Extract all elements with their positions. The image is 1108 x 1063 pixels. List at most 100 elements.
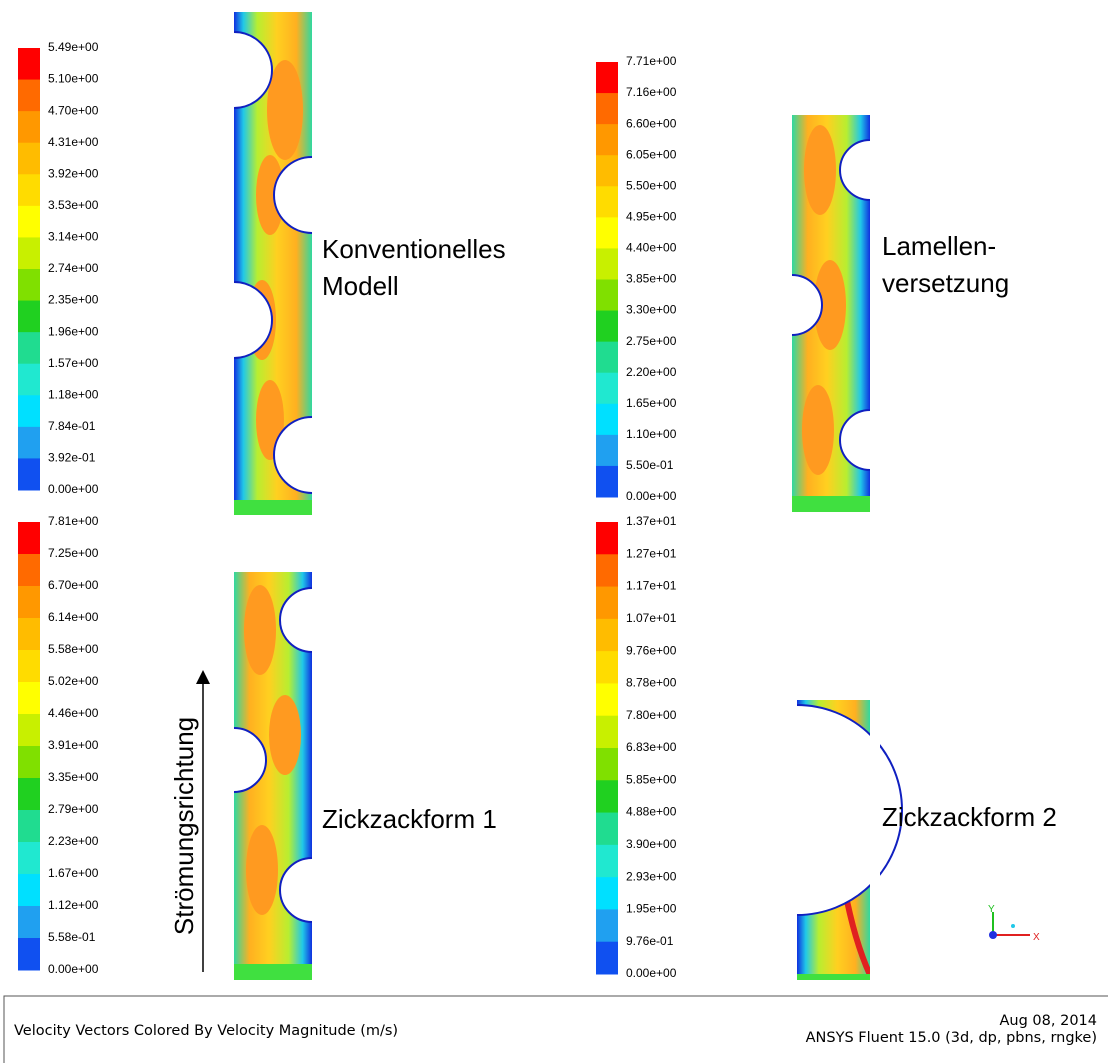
software: ANSYS Fluent 15.0 (3d, dp, pbns, rngke) (806, 1030, 1097, 1046)
legend-swatch (18, 301, 40, 333)
legend-label: 1.65e+00 (626, 396, 677, 410)
legend-label: 1.37e+01 (626, 514, 677, 528)
legend-label: 5.58e-01 (48, 930, 96, 944)
legend-swatch (18, 906, 40, 939)
legend-label: 6.60e+00 (626, 116, 677, 130)
legend-swatch (596, 554, 618, 587)
legend-swatch (18, 237, 40, 269)
legend-label: 2.23e+00 (48, 834, 99, 848)
legend-swatch (18, 111, 40, 143)
legend-swatch (596, 845, 618, 878)
legend-label: 6.05e+00 (626, 147, 677, 161)
panel-label: Konventionelles (322, 234, 506, 264)
legend-swatch (596, 683, 618, 716)
legend-swatch (18, 810, 40, 843)
legend-label: 5.50e-01 (626, 458, 674, 472)
legend-label: 5.10e+00 (48, 72, 99, 86)
legend-label: 0.00e+00 (626, 489, 677, 503)
legend-swatch (596, 813, 618, 846)
legend-swatch (596, 373, 618, 405)
legend-swatch (596, 217, 618, 249)
legend-swatch (596, 124, 618, 156)
legend-label: 7.16e+00 (626, 85, 677, 99)
panel-label: versetzung (882, 268, 1009, 298)
legend-swatch (596, 942, 618, 975)
legend-swatch (18, 618, 40, 651)
legend-label: 3.91e+00 (48, 738, 99, 752)
legend-label: 1.18e+00 (48, 387, 99, 401)
legend-label: 7.25e+00 (48, 546, 99, 560)
legend-swatch (596, 311, 618, 343)
contour-plot (180, 560, 352, 990)
flow-label: Strömungsrichtung (169, 717, 199, 935)
legend-swatch (18, 395, 40, 427)
axis-triad: Y X (988, 904, 1040, 943)
legend-label: 0.00e+00 (626, 966, 677, 980)
legend-label: 3.92e-01 (48, 451, 96, 465)
legend-swatch (18, 80, 40, 112)
legend-label: 7.80e+00 (626, 708, 677, 722)
legend-swatch (596, 909, 618, 942)
legend-swatch (596, 748, 618, 781)
legend-label: 4.31e+00 (48, 135, 99, 149)
legend-swatch (18, 586, 40, 619)
legend-swatch (18, 364, 40, 396)
caption: Velocity Vectors Colored By Velocity Mag… (14, 1023, 398, 1039)
legend-swatch (18, 842, 40, 875)
legend-label: 1.96e+00 (48, 324, 99, 338)
legend-label: 2.79e+00 (48, 802, 99, 816)
panel-label: Lamellen- (882, 231, 996, 261)
legend-label: 3.53e+00 (48, 198, 99, 212)
legend-swatch (596, 619, 618, 652)
legend-label: 6.70e+00 (48, 578, 99, 592)
legend-label: 6.83e+00 (626, 740, 677, 754)
legend-swatch (18, 48, 40, 80)
legend-swatch (18, 427, 40, 459)
legend-swatch (18, 650, 40, 683)
legend-swatch (596, 466, 618, 498)
legend-label: 3.35e+00 (48, 770, 99, 784)
legend-label: 1.12e+00 (48, 898, 99, 912)
legend-label: 2.74e+00 (48, 261, 99, 275)
legend-label: 9.76e-01 (626, 934, 674, 948)
legend-swatch (18, 143, 40, 175)
legend-swatch (596, 155, 618, 187)
legend-label: 1.17e+01 (626, 579, 677, 593)
legend-label: 1.27e+01 (626, 546, 677, 560)
legend-swatch (18, 206, 40, 238)
legend-label: 2.93e+00 (626, 869, 677, 883)
legend-swatch (18, 714, 40, 747)
contour-plot (690, 690, 902, 990)
legend-label: 4.70e+00 (48, 103, 99, 117)
legend-swatch (596, 342, 618, 374)
legend-label: 3.85e+00 (626, 272, 677, 286)
legend-swatch (18, 874, 40, 907)
legend-swatch (18, 332, 40, 364)
legend-swatch (18, 174, 40, 206)
legend-label: 5.58e+00 (48, 642, 99, 656)
legend-label: 3.92e+00 (48, 166, 99, 180)
legend-swatch (596, 522, 618, 555)
legend-label: 1.57e+00 (48, 356, 99, 370)
legend-label: 9.76e+00 (626, 643, 677, 657)
legend-label: 5.02e+00 (48, 674, 99, 688)
legend-swatch (18, 554, 40, 587)
legend-label: 2.35e+00 (48, 293, 99, 307)
panel-label: Zickzackform 2 (882, 802, 1057, 832)
legend-swatch (18, 269, 40, 301)
page: Strömungsrichtung Y X Velocity Vectors C… (0, 0, 1108, 1063)
legend-label: 1.95e+00 (626, 902, 677, 916)
date: Aug 08, 2014 (1000, 1013, 1098, 1029)
legend-label: 0.00e+00 (48, 482, 99, 496)
legend-label: 2.75e+00 (626, 334, 677, 348)
legend-label: 3.14e+00 (48, 230, 99, 244)
panel-label: Zickzackform 1 (322, 804, 497, 834)
contour-plot (740, 100, 910, 520)
panel-label: Modell (322, 271, 399, 301)
legend-label: 6.14e+00 (48, 610, 99, 624)
legend-label: 7.81e+00 (48, 514, 99, 528)
legend-swatch (18, 938, 40, 971)
legend-swatch (596, 186, 618, 218)
legend-label: 5.50e+00 (626, 178, 677, 192)
legend-swatch (596, 62, 618, 94)
